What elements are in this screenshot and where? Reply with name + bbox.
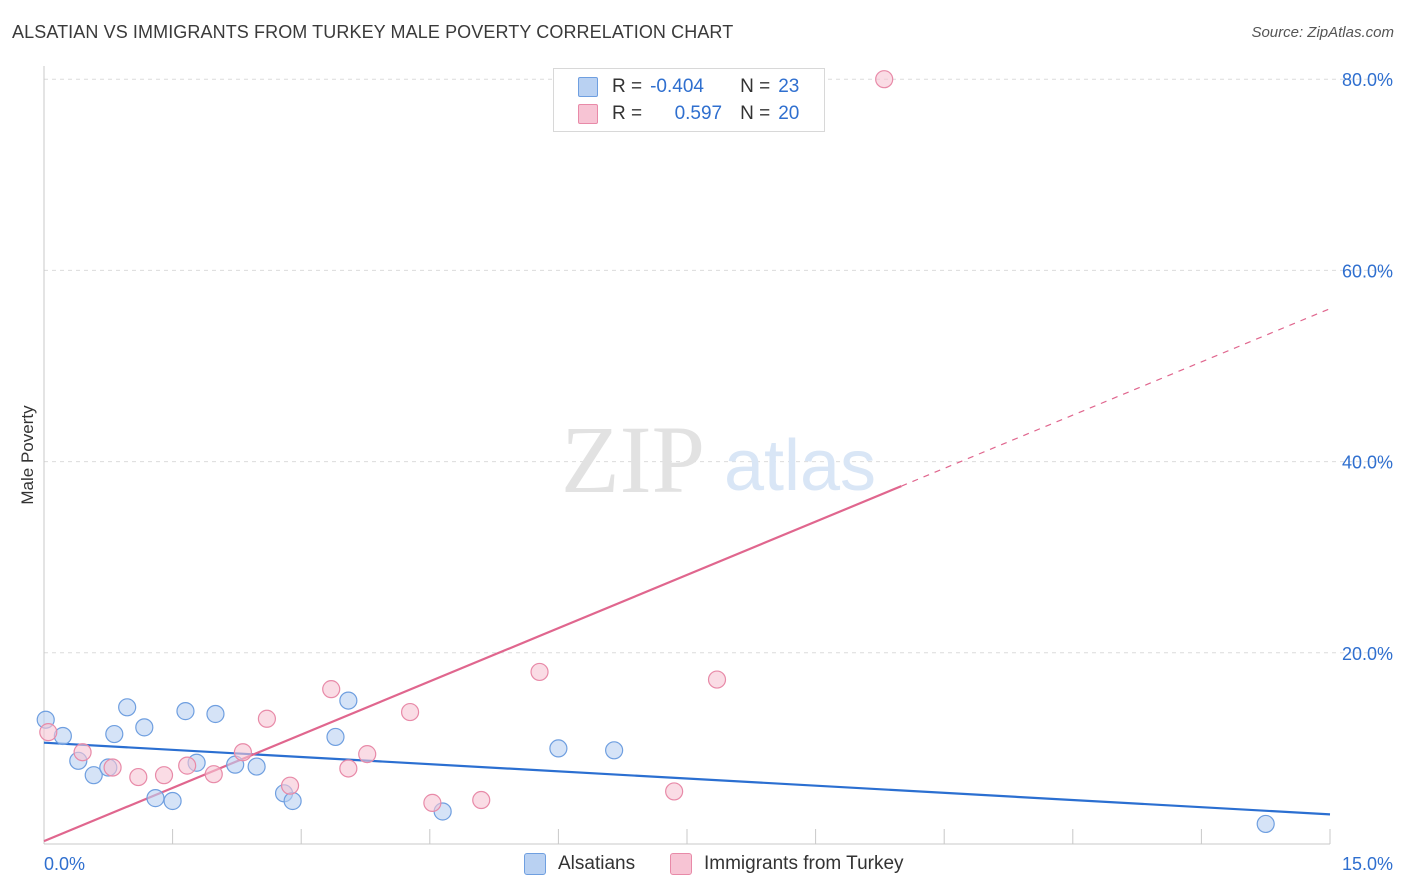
x-tick-label: 0.0% <box>44 854 85 874</box>
data-points <box>36 70 1275 834</box>
y-tick-label: 60.0% <box>1342 261 1393 281</box>
alsatians-point <box>326 727 345 747</box>
alsatians-point <box>1256 814 1275 834</box>
turkey-point <box>400 702 420 722</box>
turkey-point <box>472 790 491 810</box>
alsatians-point <box>283 791 302 811</box>
alsatians-point <box>146 789 165 808</box>
legend-label-turkey: Immigrants from Turkey <box>704 853 904 874</box>
turkey-point <box>73 743 92 762</box>
turkey-point <box>875 70 894 89</box>
turkey-point <box>665 782 684 801</box>
alsatians-point <box>118 698 137 717</box>
turkey-point <box>280 776 300 795</box>
turkey-point <box>39 723 58 742</box>
watermark-zip: ZIP <box>561 406 705 513</box>
alsatians-point <box>84 766 103 785</box>
y-tick-label: 20.0% <box>1342 644 1393 664</box>
n-value: 23 <box>778 76 800 97</box>
legend-item-alsatians[interactable]: Alsatians <box>524 853 635 875</box>
alsatians-point <box>176 702 195 721</box>
alsatians-legend-swatch <box>524 853 546 875</box>
turkey-point <box>423 793 442 812</box>
watermark-atlas: atlas <box>724 426 876 506</box>
y-axis-label: Male Poverty <box>18 405 37 505</box>
watermark: ZIP atlas <box>561 406 876 513</box>
turkey-point <box>257 709 277 728</box>
grid-lines <box>44 78 1392 654</box>
source-label: Source: ZipAtlas.com <box>1251 24 1394 41</box>
turkey-point <box>322 680 341 699</box>
turkey-point <box>707 670 727 689</box>
r-label: R = <box>612 103 643 124</box>
alsatians-swatch <box>578 77 598 97</box>
alsatians-point <box>605 741 624 760</box>
turkey-point <box>530 662 549 682</box>
y-tick-label: 40.0% <box>1342 453 1393 473</box>
trend-line-0 <box>43 741 1331 816</box>
trend-line-extension-1 <box>901 308 1331 487</box>
trend-line-1 <box>43 485 902 843</box>
alsatians-point <box>549 739 568 758</box>
r-value: 0.597 <box>674 103 723 124</box>
alsatians-point <box>339 691 358 710</box>
alsatians-point <box>247 757 266 776</box>
alsatians-point <box>105 724 124 744</box>
series-legend: Alsatians Immigrants from Turkey <box>0 851 1406 877</box>
turkey-swatch <box>578 104 598 124</box>
stats-row-alsatians: R = -0.404 N = 23 <box>578 74 799 100</box>
n-label: N = <box>740 103 771 124</box>
alsatians-point <box>163 791 182 811</box>
y-tick-label: 80.0% <box>1342 70 1393 90</box>
n-value: 20 <box>778 103 800 124</box>
r-value: -0.404 <box>650 76 704 97</box>
turkey-point <box>178 756 197 775</box>
turkey-point <box>129 767 148 787</box>
legend-item-turkey[interactable]: Immigrants from Turkey <box>670 853 904 875</box>
stats-legend: R = -0.404 N = 23 R = 0.597 N = 20 <box>553 68 825 132</box>
chart-title: ALSATIAN VS IMMIGRANTS FROM TURKEY MALE … <box>12 22 734 42</box>
r-label: R = <box>612 76 643 97</box>
turkey-legend-swatch <box>670 853 692 875</box>
stats-row-turkey: R = 0.597 N = 20 <box>578 101 799 127</box>
turkey-point <box>204 765 223 784</box>
legend-label-alsatians: Alsatians <box>558 853 636 874</box>
turkey-point <box>154 766 174 785</box>
x-tick-label: 15.0% <box>1342 854 1393 874</box>
turkey-point <box>103 758 122 777</box>
turkey-point <box>339 759 358 778</box>
tick-labels: 20.0% 40.0% 60.0% 80.0% 0.0% 15.0% <box>44 70 1393 874</box>
trend-lines <box>43 308 1331 843</box>
turkey-point <box>358 745 377 764</box>
turkey-point <box>233 743 253 762</box>
n-label: N = <box>740 76 771 97</box>
alsatians-point <box>206 704 225 724</box>
alsatians-point <box>135 718 154 737</box>
